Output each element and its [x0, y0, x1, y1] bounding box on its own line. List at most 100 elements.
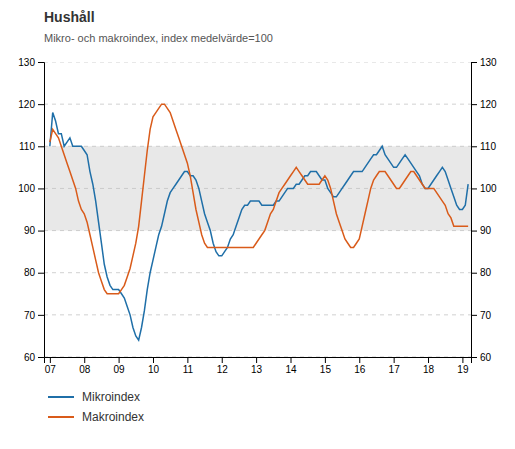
y-axis-line [38, 63, 45, 358]
y2-tick-label: 120 [480, 99, 497, 110]
y-tick-mark [38, 146, 44, 147]
title: Hushåll [44, 9, 95, 25]
grid-line [44, 188, 471, 189]
grid-line [44, 104, 471, 105]
x-tick: 17 [389, 357, 401, 375]
y-tick-mark [38, 357, 44, 358]
x-tick-mark [291, 357, 292, 363]
y2-tick-label: 60 [480, 352, 492, 363]
legend-item: Mikroindex [48, 390, 140, 404]
x-tick-label: 14 [285, 364, 297, 375]
x-tick-label: 16 [354, 364, 366, 375]
x-tick: 14 [285, 357, 297, 375]
y2-axis-line [472, 63, 478, 358]
grid-line [44, 357, 471, 358]
y-tick: 100 [18, 183, 44, 194]
x-tick-mark [256, 357, 257, 363]
y2-tick: 110 [471, 141, 496, 152]
y2-tick-label: 110 [480, 141, 496, 152]
x-tick: 12 [217, 357, 229, 375]
y-tick-mark [38, 188, 44, 189]
y-tick: 120 [18, 99, 44, 110]
y-tick-label: 100 [18, 183, 35, 194]
y2-tick-mark [471, 273, 477, 274]
chart: 07 08 09 10 11 12 13 14 15 16 17 18 19 60 70 80 90 100 110… [0, 0, 515, 449]
x-tick: 16 [354, 357, 366, 375]
x-tick: 07 [45, 357, 57, 375]
grid-line [44, 62, 471, 63]
y2-tick: 100 [471, 183, 497, 194]
x-tick: 10 [148, 357, 160, 375]
x-tick-label: 19 [457, 364, 469, 375]
y-tick-label: 60 [24, 352, 36, 363]
y-tick-mark [38, 315, 44, 316]
x-tick: 11 [183, 357, 194, 375]
y2-axis: 60 70 80 90 100 110 120 130 [471, 57, 497, 363]
y-tick-label: 110 [19, 141, 35, 152]
x-tick: 08 [79, 357, 91, 375]
y2-tick-mark [471, 188, 477, 189]
legend-swatch [48, 416, 74, 418]
x-tick-label: 08 [79, 364, 91, 375]
x-tick-mark [84, 357, 85, 363]
y2-tick: 120 [471, 99, 497, 110]
plot: 07 08 09 10 11 12 13 14 15 16 17 18 19 60 70 80 90 100 110… [18, 57, 497, 375]
x-tick-label: 13 [251, 364, 263, 375]
plot-content [44, 62, 471, 357]
x-tick: 09 [114, 357, 126, 375]
x-tick: 13 [251, 357, 263, 375]
x-tick-mark [394, 357, 395, 363]
grid-line [44, 272, 471, 273]
grid [44, 62, 471, 357]
x-tick-label: 11 [183, 364, 194, 375]
shaded-band [44, 146, 471, 230]
grid-line [44, 314, 471, 315]
subtitle: Mikro- och makroindex, index medelvärde=… [44, 32, 273, 44]
x-tick-label: 15 [320, 364, 332, 375]
series-line [50, 113, 468, 341]
grid-line [44, 230, 471, 231]
y-tick-mark [38, 231, 44, 232]
legend: Mikroindex Makroindex [48, 390, 144, 424]
x-tick-mark [222, 357, 223, 363]
y2-tick-label: 80 [480, 267, 492, 278]
x-tick-label: 10 [148, 364, 160, 375]
y2-tick-mark [471, 62, 477, 63]
y2-tick: 130 [471, 57, 497, 68]
x-tick: 19 [457, 357, 469, 375]
y2-tick: 80 [471, 267, 492, 278]
y2-tick-mark [471, 104, 477, 105]
y-tick-label: 90 [24, 225, 36, 236]
x-tick-mark [50, 357, 51, 363]
y-tick-mark [38, 62, 44, 63]
x-axis: 07 08 09 10 11 12 13 14 15 16 17 18 19 [45, 357, 472, 375]
y2-tick: 60 [471, 352, 492, 363]
y2-tick-mark [471, 146, 477, 147]
x-tick: 18 [423, 357, 435, 375]
series-line [50, 104, 468, 294]
y2-tick-mark [471, 357, 477, 358]
x-tick-label: 17 [389, 364, 401, 375]
y2-tick-label: 70 [480, 310, 492, 321]
x-tick-mark [325, 357, 326, 363]
y-tick: 70 [24, 310, 44, 321]
x-tick-label: 07 [45, 364, 57, 375]
y-tick-mark [38, 273, 44, 274]
x-tick-mark [462, 357, 463, 363]
legend-label: Makroindex [82, 410, 144, 424]
y2-tick-mark [471, 315, 477, 316]
x-tick-mark [187, 357, 188, 363]
y2-tick: 70 [471, 310, 492, 321]
y2-tick: 90 [471, 225, 492, 236]
y-axis: 60708090100110120130 [18, 57, 44, 363]
y2-tick-label: 100 [480, 183, 497, 194]
y-tick: 60 [24, 352, 44, 363]
y-tick-label: 70 [24, 310, 36, 321]
x-tick-mark [428, 357, 429, 363]
x-tick-label: 12 [217, 364, 229, 375]
y-tick-label: 80 [24, 267, 36, 278]
x-tick-label: 18 [423, 364, 435, 375]
legend-label: Mikroindex [82, 390, 140, 404]
grid-line [44, 146, 471, 147]
x-tick-mark [359, 357, 360, 363]
